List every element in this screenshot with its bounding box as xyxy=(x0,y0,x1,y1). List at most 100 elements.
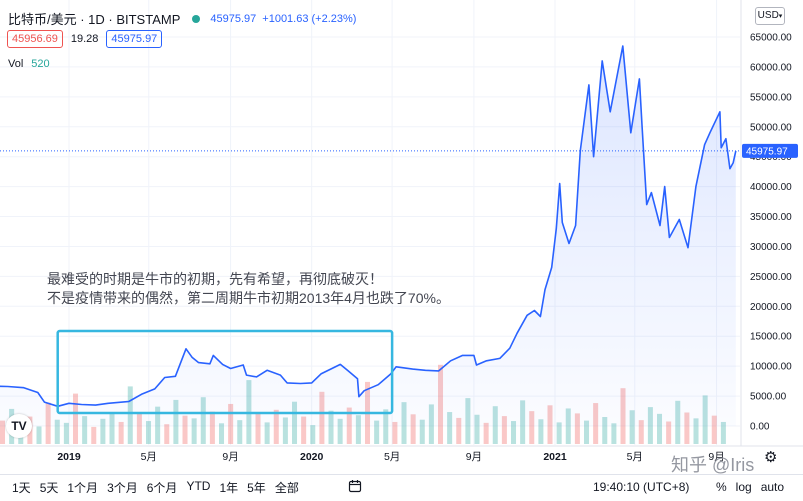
volume-bar xyxy=(584,420,590,444)
volume-bar xyxy=(383,409,389,444)
x-tick-label: 2020 xyxy=(300,451,324,463)
range-1d-button[interactable]: 1天 xyxy=(12,481,31,495)
y-tick-label: 55000.00 xyxy=(750,92,792,103)
tradingview-logo-icon: TV xyxy=(6,414,32,438)
last-price: 45975.97 xyxy=(210,12,257,25)
bottom-toolbar: 1天 5天 1个月 3个月 6个月 YTD 1年 5年 全部 19:40:10 … xyxy=(0,474,803,501)
clock-readout[interactable]: 19:40:10 (UTC+8) xyxy=(593,480,690,494)
watermark: 知乎 @Iris xyxy=(671,455,755,475)
volume-bar xyxy=(501,416,507,444)
range-1y-button[interactable]: 1年 xyxy=(219,481,239,495)
y-tick-label: 25000.00 xyxy=(750,272,792,283)
range-5d-button[interactable]: 5天 xyxy=(39,481,59,495)
buy-button[interactable]: 45975.97 xyxy=(106,30,163,48)
range-buttons: 1天 5天 1个月 3个月 6个月 YTD 1年 5年 全部 xyxy=(12,479,308,496)
currency-select[interactable]: USD▾ xyxy=(755,7,785,25)
volume-bar xyxy=(301,416,307,444)
volume-bar xyxy=(136,413,142,444)
volume-bar xyxy=(419,419,425,444)
volume-value: 520 xyxy=(31,58,50,70)
volume-bar xyxy=(91,426,97,444)
price-axis: 0.00 5000.00 10000.00 15000.00 20000.00 25000… xyxy=(740,0,792,446)
percent-scale-button[interactable]: % xyxy=(716,480,727,494)
annotation-line-1: 最难受的时期是牛市的初期，先有希望，再彻底破灭！ xyxy=(47,271,383,287)
current-price-tag xyxy=(742,143,798,158)
volume-bar xyxy=(209,411,215,444)
volume-bar xyxy=(164,424,170,444)
volume-bar xyxy=(629,410,635,444)
volume-label: Vol xyxy=(8,58,24,70)
log-scale-button[interactable]: log xyxy=(735,480,752,494)
volume-bar xyxy=(684,412,690,444)
range-all-button[interactable]: 全部 xyxy=(274,481,299,495)
spread-value: 19.28 xyxy=(70,33,99,45)
price-area-fill xyxy=(0,46,736,426)
volume-bar xyxy=(529,411,535,444)
volume-bar xyxy=(54,419,60,444)
y-tick-label: 15000.00 xyxy=(750,332,792,343)
time-axis: 2019 5月 9月 2020 5月 9月 2021 5月 9月 xyxy=(0,445,803,463)
volume-bar xyxy=(657,413,663,444)
volume-bar xyxy=(638,420,644,444)
y-tick-label: 50000.00 xyxy=(750,122,792,133)
volume-bar xyxy=(374,420,380,444)
volume-bar xyxy=(273,409,279,444)
annotation-line-2: 不是疫情带来的偶然，第二周期牛市初期2013年4月也跌了70%。 xyxy=(47,290,450,306)
volume-bar xyxy=(666,421,672,444)
x-tick-label: 2021 xyxy=(543,451,567,463)
volume-bar xyxy=(109,412,115,444)
volume-bar xyxy=(483,422,489,444)
volume-bar xyxy=(565,408,571,444)
y-tick-label: 35000.00 xyxy=(750,212,792,223)
volume-bar xyxy=(310,425,316,444)
order-row: 45956.69 19.28 45975.97 xyxy=(7,30,163,48)
chart-header: 比特币/美元 · 1D · BITSTAMP 45975.97 +1001.63… xyxy=(8,9,356,28)
volume-bar xyxy=(602,417,608,444)
sell-button[interactable]: 45956.69 xyxy=(7,30,63,48)
volume-bar xyxy=(711,415,717,444)
volume-bar xyxy=(474,414,480,444)
y-tick-label: 5000.00 xyxy=(750,392,787,403)
range-5y-button[interactable]: 5年 xyxy=(247,481,266,495)
volume-bar xyxy=(219,423,225,444)
x-tick-label: 5月 xyxy=(627,451,643,463)
symbol-title[interactable]: 比特币/美元 · 1D · BITSTAMP xyxy=(8,12,181,27)
volume-bar xyxy=(538,419,544,444)
volume-bar xyxy=(118,421,124,444)
volume-bar xyxy=(693,418,699,444)
range-6m-button[interactable]: 6个月 xyxy=(146,481,178,495)
chevron-down-icon: ▾ xyxy=(778,13,783,20)
y-tick-label: 30000.00 xyxy=(750,242,792,253)
scale-options: % log auto xyxy=(716,480,793,494)
volume-bar xyxy=(355,415,361,444)
volume-bar xyxy=(328,410,334,444)
range-ytd-button[interactable]: YTD xyxy=(186,479,211,493)
volume-bar xyxy=(36,426,42,444)
volume-bar xyxy=(182,415,188,444)
x-tick-label: 2019 xyxy=(57,451,81,463)
volume-bar xyxy=(456,417,462,444)
y-tick-label: 20000.00 xyxy=(750,302,792,313)
range-3m-button[interactable]: 3个月 xyxy=(107,481,138,495)
volume-bar xyxy=(237,420,243,444)
volume-bar xyxy=(410,414,416,444)
range-1m-button[interactable]: 1个月 xyxy=(67,481,99,495)
volume-bar xyxy=(511,421,517,444)
volume-bar xyxy=(392,421,398,444)
volume-bar xyxy=(574,413,580,444)
currency-label: USD xyxy=(757,10,779,21)
volume-bar xyxy=(146,421,152,444)
calendar-range-icon[interactable] xyxy=(348,479,362,496)
volume-bar xyxy=(100,418,106,444)
x-tick-label: 9月 xyxy=(222,451,238,463)
gear-icon[interactable]: ⚙ xyxy=(764,449,778,466)
volume-bar xyxy=(447,412,453,444)
x-tick-label: 5月 xyxy=(384,451,400,463)
x-tick-label: 5月 xyxy=(141,451,157,463)
volume-bar xyxy=(556,422,562,444)
y-tick-label: 60000.00 xyxy=(750,62,792,73)
volume-legend: Vol 520 xyxy=(8,58,50,70)
auto-scale-button[interactable]: auto xyxy=(760,480,785,494)
highlight-box xyxy=(56,329,394,415)
